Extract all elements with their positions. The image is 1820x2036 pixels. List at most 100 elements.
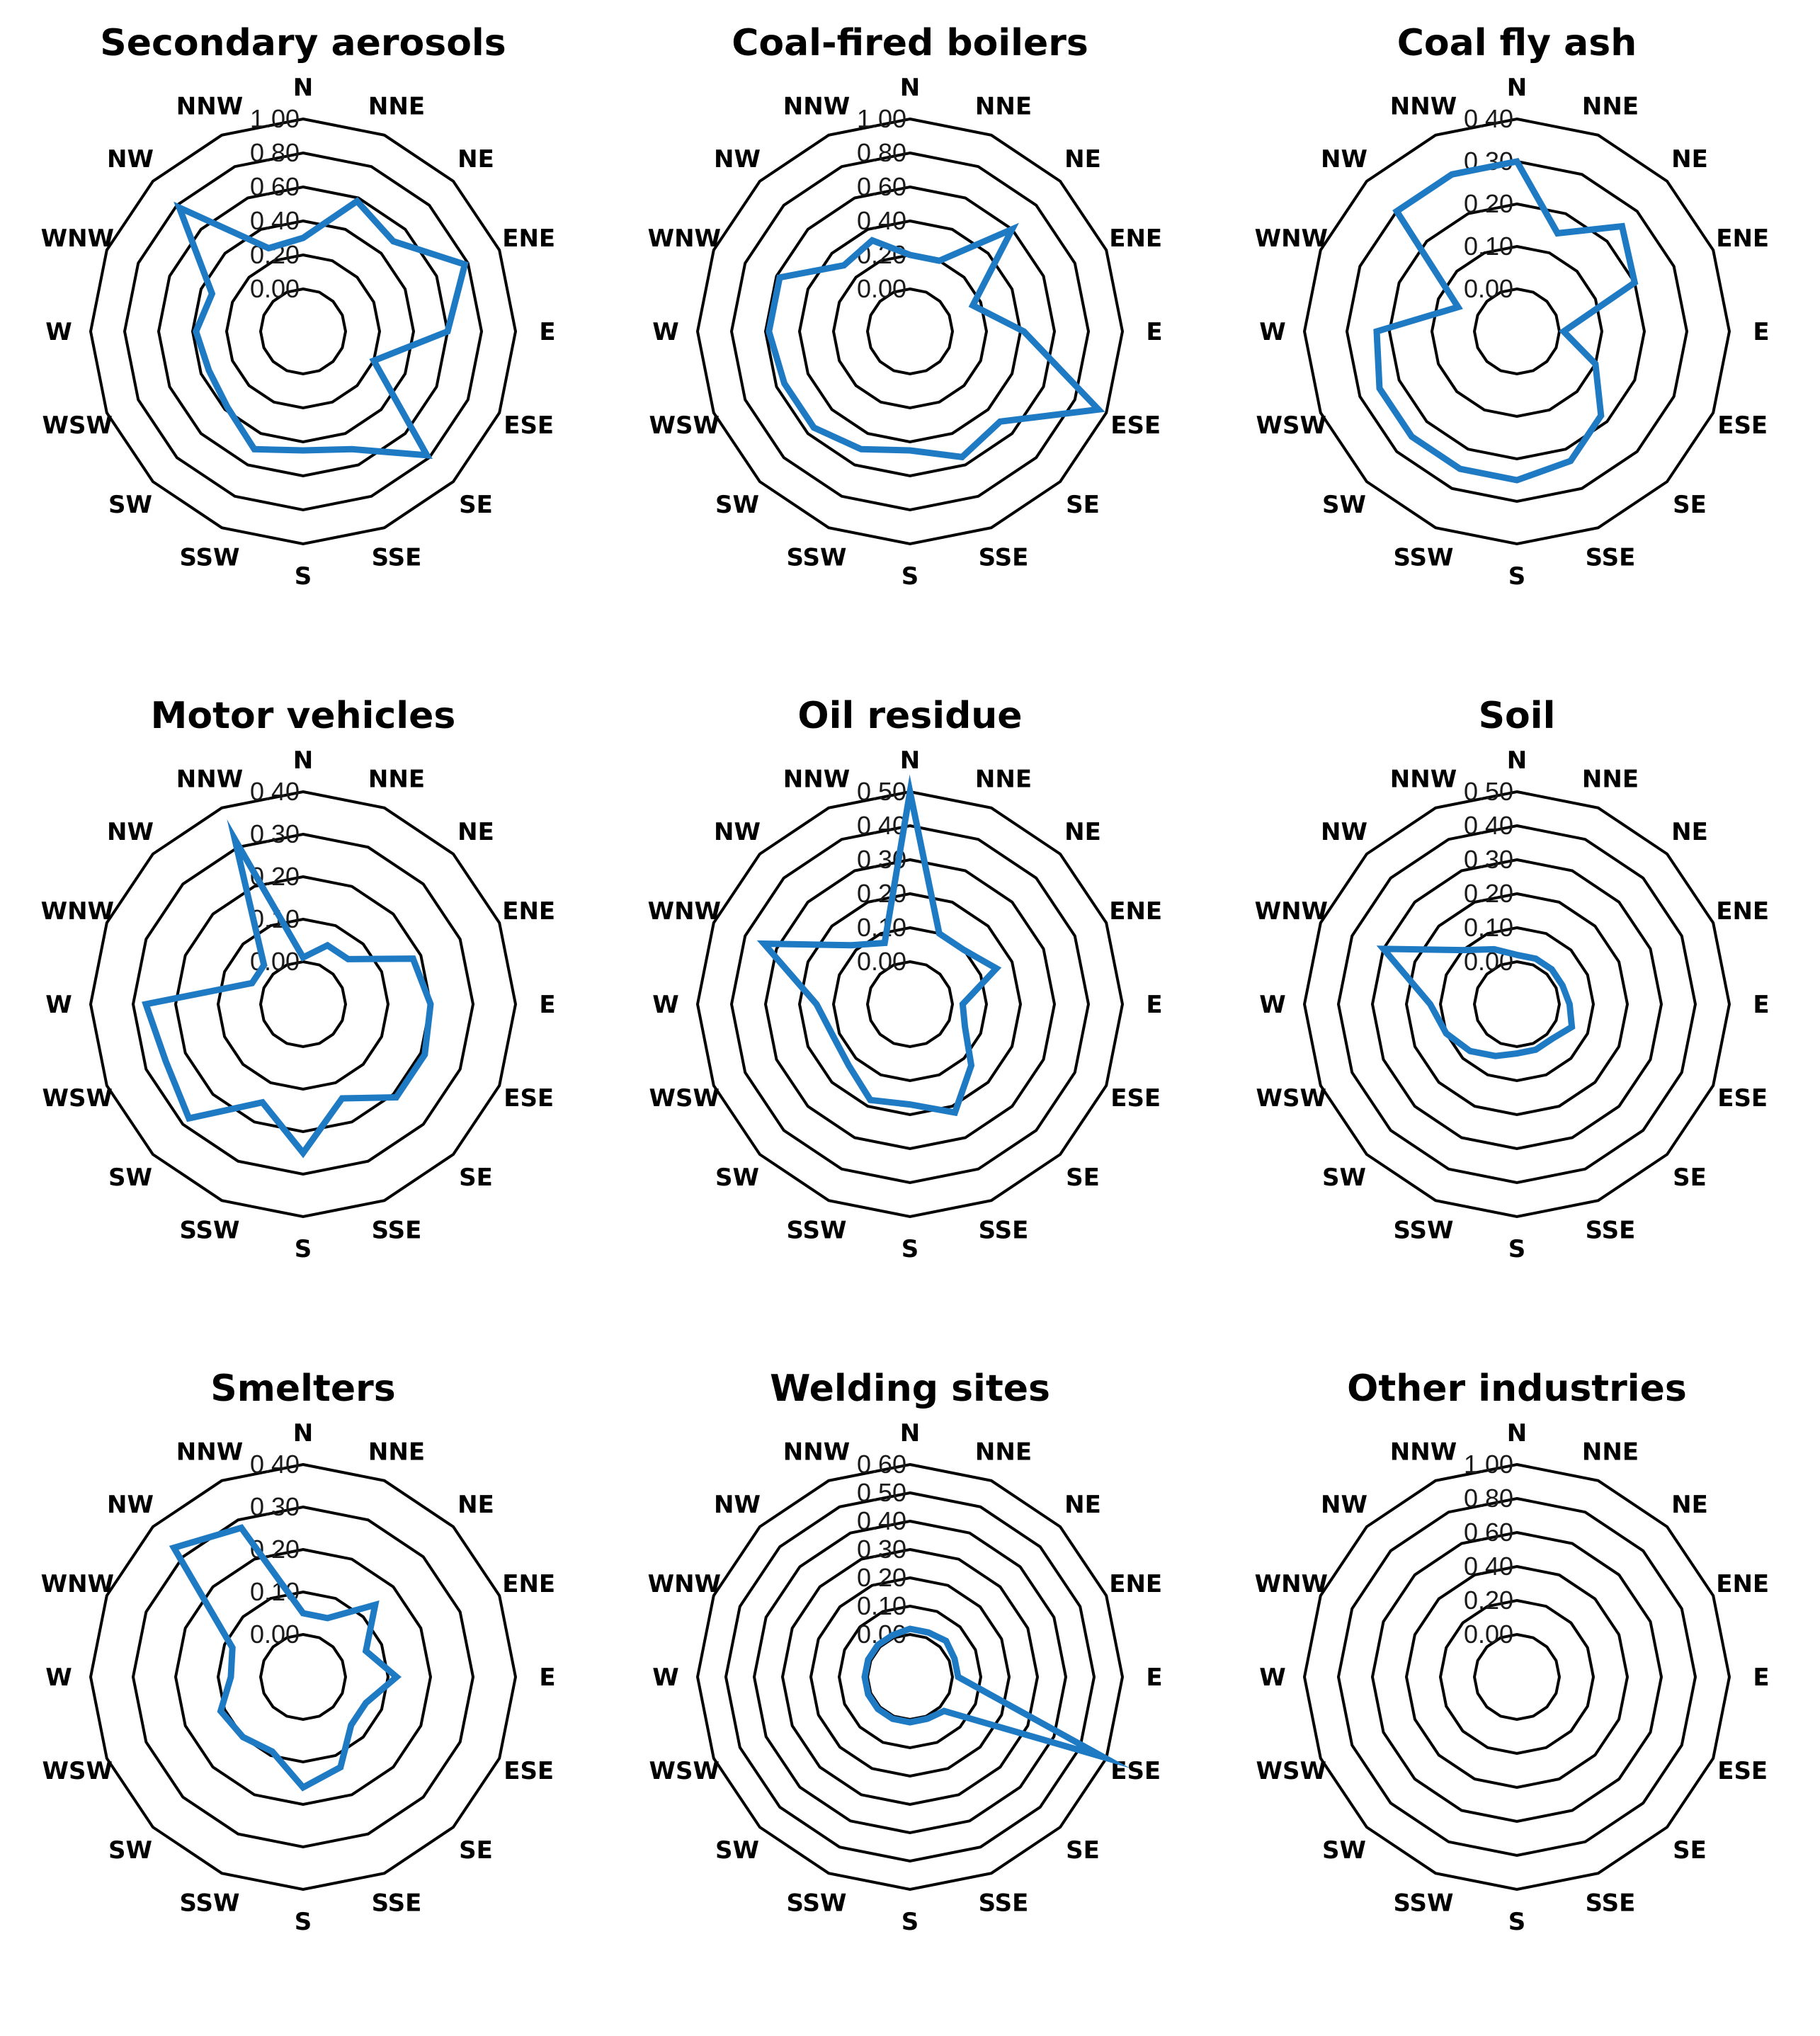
direction-label: SW [715,491,759,519]
series-line [756,774,1002,1117]
direction-label: WNW [41,1570,114,1598]
radar-svg: Soil N NNE NE ENE E ESE SE SSE S SSW SW WSW W WNW NW NNW… [1255,695,1770,1263]
direction-label: SSW [180,544,240,572]
direction-label: WNW [41,897,114,926]
direction-label: NNW [783,1438,850,1466]
tick-label: 0.20 [857,1563,906,1592]
grid-ring [216,917,390,1091]
grid-ring [131,1505,475,1849]
direction-label: NNW [783,765,850,793]
direction-label: NW [714,145,761,174]
grid-ring [797,892,1023,1117]
series-line [861,1625,1130,1768]
direction-label: SW [715,1164,759,1192]
direction-label: W [652,991,679,1019]
grid-ring [724,1491,1096,1863]
grid-ring [1345,159,1689,504]
direction-label: SE [1673,1836,1707,1865]
tick-label: 0.60 [857,1450,906,1479]
tick-label: 1.00 [250,104,300,133]
direction-label: N [900,1419,920,1448]
grid-ring [174,1547,433,1807]
direction-label: SSW [1394,1889,1454,1918]
grid-ring [1438,1598,1596,1756]
grid-ring [1336,1496,1697,1858]
direction-label: N [1507,74,1527,102]
grid-ring [729,151,1091,512]
tick-label: 1.00 [857,104,906,133]
direction-label: NNW [1390,765,1457,793]
direction-label: ENE [1109,1570,1162,1598]
direction-label: NW [1321,1491,1367,1519]
direction-label: WSW [42,1757,113,1785]
direction-label: ESE [504,1084,554,1113]
direction-label: N [293,1419,313,1448]
series-line [766,222,1105,461]
tick-label: 0.20 [1464,189,1513,218]
radar-svg: Motor vehicles N NNE NE ENE E ESE SE SSE S SSW SW WS… [41,695,556,1263]
tick-label: 0.40 [250,777,300,806]
grid-ring [1438,926,1596,1083]
direction-label: ESE [1717,411,1768,440]
tick-label: 0.50 [1464,777,1513,806]
tick-label: 0.10 [1464,913,1513,942]
grid-ring [123,151,484,512]
radar-panel-other-industries: Other industries N NNE NE ENE E ESE SE SSE S SSW SW… [1214,1367,1820,2036]
direction-label: SSE [979,1217,1029,1245]
direction-label: NNW [783,92,850,120]
direction-label: NW [714,1491,761,1519]
grid-ring [1430,244,1604,419]
direction-label: S [1508,1908,1526,1936]
direction-label: NE [457,1491,494,1519]
radar-panel-coal-fired-boilers: Coal-fired boilers N NNE NE ENE E ESE SE SSE S SSW… [607,22,1213,690]
direction-label: NE [1671,818,1708,846]
grid-ring [89,117,518,546]
direction-label: WNW [648,897,721,926]
series-line [1373,157,1639,484]
tick-label: 0.30 [250,1492,300,1521]
grid-ring [1302,790,1731,1219]
tick-label: 0.50 [857,1478,906,1507]
direction-label: SE [1066,1836,1100,1865]
direction-label: WNW [41,224,114,253]
tick-label: 0.50 [857,777,906,806]
direction-label: WSW [1256,411,1327,440]
direction-label: NW [107,818,154,846]
chart-title: Secondary aerosols [100,22,506,64]
direction-label: SSW [787,1217,847,1245]
tick-label: 0.80 [1464,1484,1513,1513]
chart-title: Oil residue [797,695,1022,737]
direction-label: SW [108,1836,152,1865]
tick-label: 0.80 [250,138,300,167]
direction-label: WNW [648,224,721,253]
tick-label: 0.60 [857,172,906,201]
direction-label: SW [108,1164,152,1192]
direction-label: N [293,74,313,102]
direction-label: NNE [975,92,1032,120]
direction-label: E [1753,318,1769,346]
tick-label: 0.00 [250,1620,300,1649]
grid-ring [1370,1530,1663,1824]
direction-label: S [295,1235,312,1263]
direction-label: W [652,318,679,346]
direction-label: NNW [176,765,243,793]
direction-label: WSW [1256,1084,1327,1113]
direction-label: W [45,1664,72,1692]
radar-panel-soil: Soil N NNE NE ENE E ESE SE SSE S SSW SW WSW W WNW NW NNW… [1214,695,1820,1363]
tick-label: 0.00 [1464,274,1513,303]
direction-label: NNW [1390,92,1457,120]
tick-label: 0.40 [857,1506,906,1535]
direction-label: SSW [1394,544,1454,572]
grid-ring [695,1462,1125,1892]
direction-label: NW [1321,818,1367,846]
direction-label: ESE [1110,411,1161,440]
direction-label: NNW [176,92,243,120]
direction-label: SW [1322,1164,1366,1192]
direction-label: NNE [1582,765,1639,793]
direction-label: S [295,1908,312,1936]
grid-ring [1302,1462,1731,1892]
tick-label: 0.10 [857,913,906,942]
tick-label: 0.40 [250,1450,300,1479]
direction-label: ESE [504,411,554,440]
grid-ring [831,253,989,410]
